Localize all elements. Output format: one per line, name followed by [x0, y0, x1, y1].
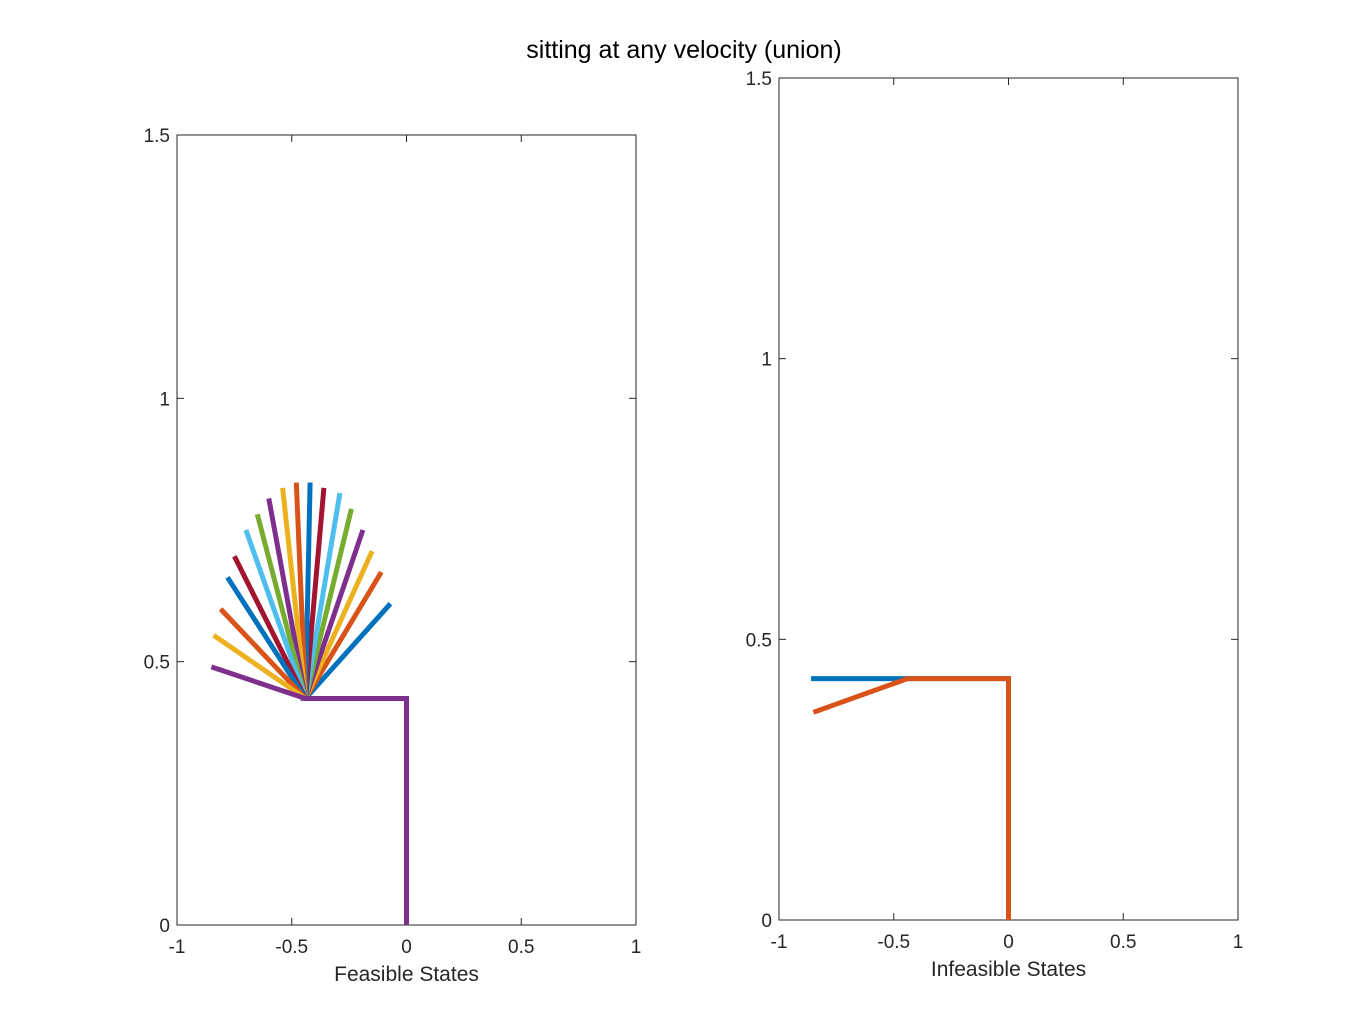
series-line-2: [301, 570, 409, 925]
series-line-1: [811, 676, 1011, 920]
series-line-18: [210, 664, 409, 925]
y-tick-label: 1.5: [746, 69, 772, 90]
x-tick-label: 1: [1233, 932, 1244, 953]
x-tick-label: -1: [771, 932, 788, 953]
x-tick-label: 0.5: [508, 937, 534, 958]
series-line-9: [293, 482, 409, 925]
x-tick-label: -1: [169, 937, 186, 958]
subplot-feasible-states: -1 -0.5 0 0.5 1 0 0.5 1 1.5 Feasible States: [144, 126, 642, 986]
x-tick-label: -0.5: [275, 937, 308, 958]
y-tick-label: 0.5: [144, 653, 170, 674]
x-tick-label: -0.5: [877, 932, 910, 953]
y-tick-label: 0: [761, 911, 772, 932]
y-tick-label: 1.5: [144, 126, 170, 147]
series-line-5: [302, 508, 409, 925]
x-tick-label: 0.5: [1110, 932, 1136, 953]
x-axis-label: Feasible States: [334, 963, 479, 986]
x-tick-label: 0: [1003, 932, 1014, 953]
y-tick-label: 0.5: [746, 630, 772, 651]
x-axis-label: Infeasible States: [931, 958, 1086, 981]
y-tick-label: 1: [761, 350, 772, 371]
y-tick-label: 1: [159, 389, 170, 410]
series-line-12: [254, 513, 409, 925]
x-tick-label: 0: [401, 937, 412, 958]
x-tick-label: 1: [631, 937, 642, 958]
series-line-2: [812, 676, 1011, 920]
figure-title: sitting at any velocity (union): [526, 36, 842, 64]
subplot-infeasible-states: -1 -0.5 0 0.5 1 0 0.5 1 1.5 Infeasible States: [746, 69, 1244, 981]
y-tick-label: 0: [159, 916, 170, 937]
